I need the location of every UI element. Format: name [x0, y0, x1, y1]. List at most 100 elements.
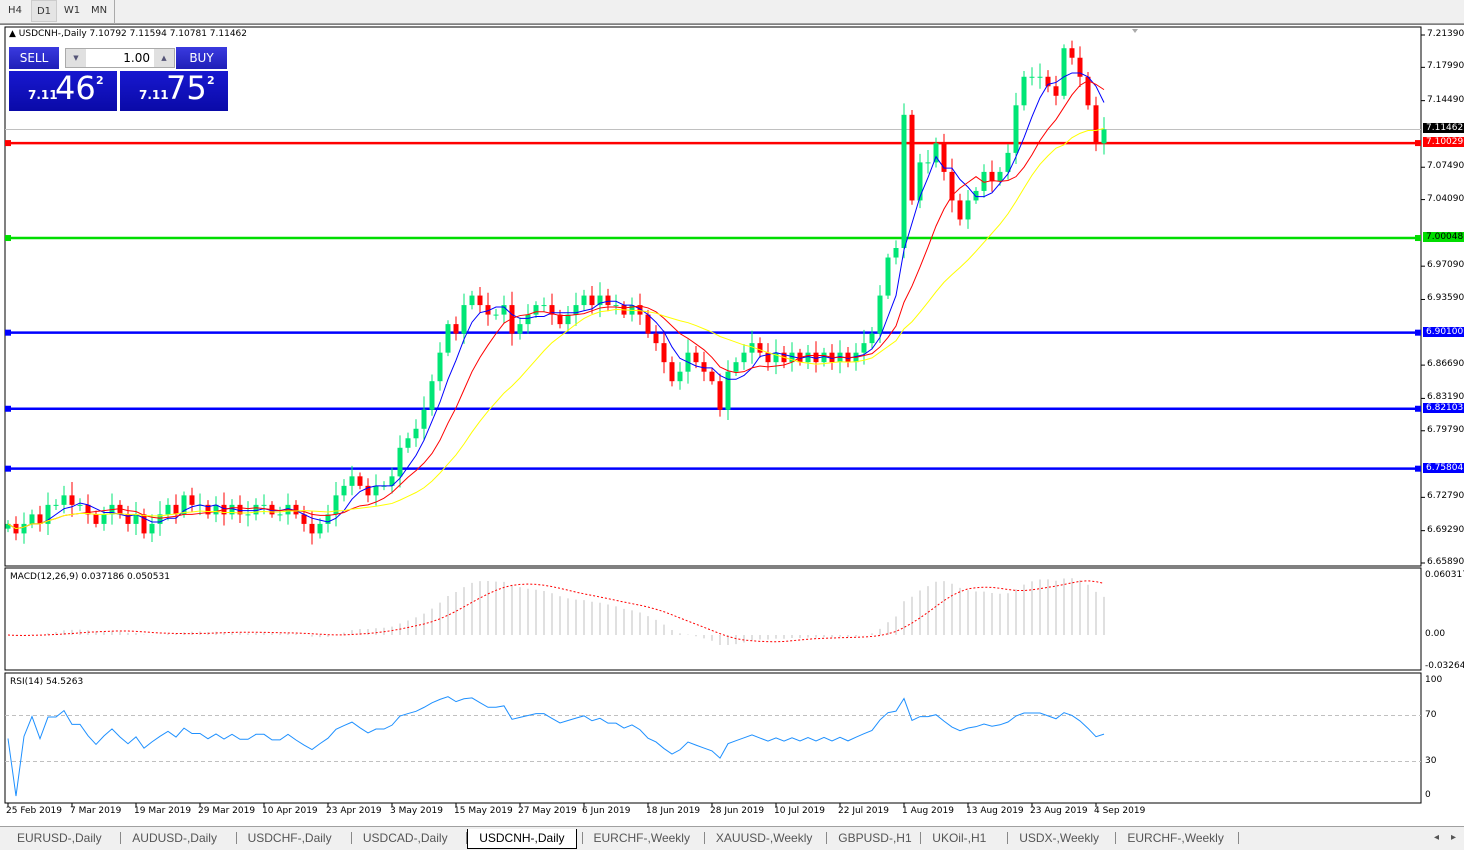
candle-body: [557, 314, 563, 325]
timeframe-h4[interactable]: H4: [8, 5, 22, 16]
candle-body: [997, 171, 1003, 182]
candle-body: [965, 200, 971, 220]
price-axis-label: 6.83190: [1427, 392, 1464, 403]
candle-body: [749, 343, 755, 353]
chart-tabs: EURUSD-,Daily AUDUSD-,Daily USDCHF-,Daily U…: [0, 826, 1464, 850]
candle-body: [365, 485, 371, 496]
chart-tab[interactable]: EURCHF-,Weekly: [593, 831, 690, 845]
date-axis-label: 18 Jun 2019: [646, 806, 701, 816]
candle-body: [549, 305, 555, 315]
tab-separator: [826, 832, 828, 844]
chart-shift-marker-icon: [1132, 29, 1138, 33]
toolbar-divider: [114, 0, 115, 24]
level-handle: [5, 329, 11, 336]
collapse-triangle-icon[interactable]: ▲: [9, 29, 16, 39]
level-price-tag: 6.75804: [1423, 462, 1464, 473]
candle-body: [1085, 76, 1091, 106]
macd-pane-frame: [4, 567, 1422, 671]
candle-body: [693, 352, 699, 363]
candle-body: [709, 371, 715, 382]
sell-price[interactable]: 7.11 46 2: [9, 69, 117, 111]
candle-body: [445, 324, 451, 353]
candle-body: [317, 523, 323, 534]
date-axis-label: 29 Mar 2019: [198, 806, 256, 816]
level-handle: [1415, 235, 1421, 242]
candle-body: [533, 305, 539, 315]
candle-body: [805, 352, 811, 363]
chart-tab[interactable]: USDCAD-,Daily: [362, 831, 448, 845]
candle-body: [573, 305, 579, 315]
candle-body: [773, 352, 779, 363]
candle-body: [1093, 105, 1099, 144]
candle-body: [597, 295, 603, 306]
chart-tab[interactable]: XAUUSD-,Weekly: [715, 831, 813, 845]
price-chart[interactable]: [0, 0, 1464, 826]
candle-body: [901, 114, 907, 249]
candle-body: [37, 514, 43, 524]
date-axis-label: 27 May 2019: [518, 806, 577, 816]
candle-body: [61, 495, 67, 505]
candle-body: [85, 504, 91, 515]
main-pane-frame: [4, 26, 1422, 567]
chart-tab[interactable]: USDCNH-,Daily: [467, 829, 577, 849]
chart-tab[interactable]: AUDUSD-,Daily: [132, 831, 217, 845]
candle-body: [1029, 76, 1035, 78]
tab-separator: [1007, 832, 1009, 844]
price-axis-label: 6.93590: [1427, 293, 1464, 304]
candle-body: [1013, 105, 1019, 153]
timeframe-w1[interactable]: W1: [63, 5, 81, 16]
candle-body: [1021, 76, 1027, 106]
candle-body: [861, 343, 867, 353]
chart-tab[interactable]: USDCHF-,Daily: [247, 831, 332, 845]
candle-body: [501, 305, 507, 315]
chart-tab[interactable]: EURCHF-,Weekly: [1127, 831, 1224, 845]
candle-body: [325, 514, 331, 524]
rsi-line: [7, 696, 1105, 797]
date-axis-label: 19 Mar 2019: [134, 806, 192, 816]
buy-price[interactable]: 7.11 75 2: [120, 69, 228, 111]
candle-body: [301, 514, 307, 524]
candle-body: [165, 504, 171, 515]
price-axis-label: 6.97090: [1427, 260, 1464, 271]
chart-tab[interactable]: USDX-,Weekly: [1019, 831, 1099, 845]
level-handle: [5, 140, 11, 147]
tab-separator: [235, 832, 237, 844]
candle-body: [661, 343, 667, 363]
lot-size-input[interactable]: 1.00: [123, 51, 150, 65]
chart-tab[interactable]: EURUSD-,Daily: [17, 831, 102, 845]
ma-mid-line: [7, 80, 1105, 530]
candle-body: [93, 514, 99, 524]
candle-body: [669, 362, 675, 382]
date-axis-label: 1 Aug 2019: [902, 806, 954, 816]
macd-label: MACD(12,26,9) 0.037186 0.050531: [10, 572, 170, 582]
decrease-lot-icon[interactable]: ▼: [66, 49, 86, 67]
increase-lot-icon[interactable]: ▲: [154, 49, 174, 67]
scroll-tabs-left-icon[interactable]: ◂: [1434, 832, 1440, 843]
candle-body: [517, 324, 523, 334]
lot-size-stepper[interactable]: ▼ 1.00 ▲: [65, 48, 175, 68]
buy-button[interactable]: BUY: [176, 47, 227, 69]
chart-tab[interactable]: UKOil-,H1: [932, 831, 987, 845]
candle-body: [525, 314, 531, 325]
candle-body: [589, 295, 595, 306]
candle-body: [725, 371, 731, 410]
candle-body: [53, 504, 59, 506]
level-price-tag: 7.00048: [1423, 232, 1464, 243]
candle-body: [277, 514, 283, 516]
timeframe-d1[interactable]: D1: [31, 0, 57, 22]
chart-tab[interactable]: GBPUSD-,H1: [838, 831, 912, 845]
candle-body: [213, 504, 219, 515]
rsi-axis-label: 70: [1425, 709, 1437, 720]
price-axis-label: 7.07490: [1427, 161, 1464, 172]
timeframe-toolbar: H4 D1 W1 MN: [0, 0, 1464, 24]
timeframe-mn[interactable]: MN: [90, 5, 108, 16]
sell-button[interactable]: SELL: [9, 47, 59, 69]
candle-body: [421, 409, 427, 429]
date-axis-label: 23 Aug 2019: [1030, 806, 1088, 816]
candle-body: [5, 523, 11, 529]
date-axis-label: 22 Jul 2019: [838, 806, 889, 816]
chart-window[interactable]: [0, 24, 1464, 826]
candle-body: [701, 362, 707, 372]
scroll-tabs-right-icon[interactable]: ▸: [1451, 832, 1457, 843]
candle-body: [989, 171, 995, 182]
